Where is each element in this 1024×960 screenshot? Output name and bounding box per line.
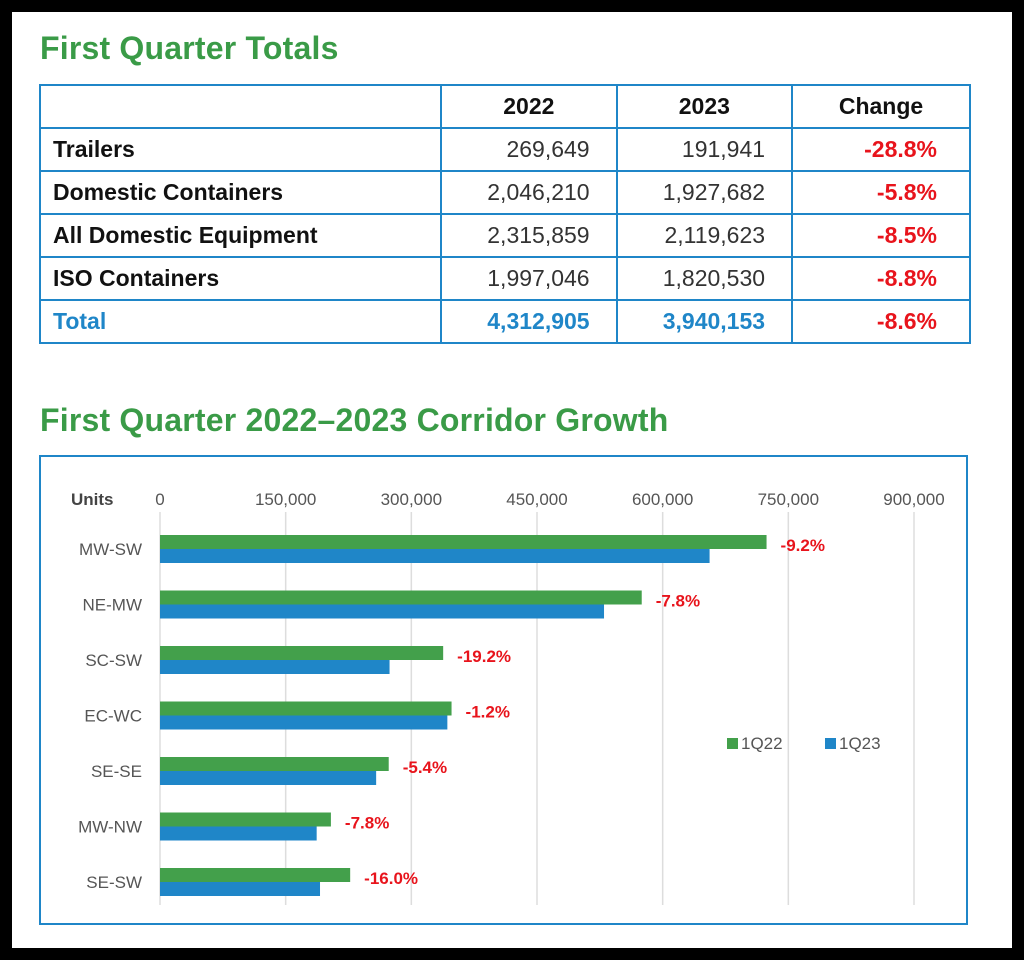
bar-1q22-sc-sw	[160, 646, 444, 660]
legend: 1Q22 1Q23	[727, 734, 881, 753]
first-quarter-totals-table: 2022 2023 Change Trailers 269,649 191,94…	[38, 84, 971, 344]
total-2022: 4,312,905	[440, 299, 618, 344]
bar-1q22-mw-nw	[160, 812, 331, 827]
value-2023: 1,820,530	[615, 256, 794, 301]
chart-title: First Quarter 2022–2023 Corridor Growth	[40, 402, 669, 438]
category-labels: MW-SW NE-MW SC-SW EC-WC SE-SE MW-NW SE-SW	[78, 540, 142, 892]
category-label: EC-WC	[84, 707, 142, 726]
bar-1q22-ne-mw	[160, 590, 642, 605]
category-label: SE-SW	[86, 873, 142, 892]
change-annotation: -5.4%	[403, 758, 447, 777]
corridor-growth-chart: Units 0 150,000 300,000 450,000 600,000 750,0…	[39, 455, 968, 925]
x-tick-label: 450,000	[506, 490, 567, 509]
change-annotation: -16.0%	[364, 869, 418, 888]
header-2022: 2022	[440, 84, 618, 129]
table-row: Trailers 269,649 191,941 -28.8%	[38, 127, 971, 172]
value-2022: 2,046,210	[440, 170, 618, 215]
table-total-row: Total 4,312,905 3,940,153 -8.6%	[38, 299, 971, 344]
bar-1q22-ec-wc	[160, 701, 452, 716]
x-tick-label: 600,000	[632, 490, 693, 509]
header-2023: 2023	[615, 84, 794, 129]
category-label: NE-MW	[83, 596, 142, 615]
totals-title: First Quarter Totals	[40, 30, 339, 66]
total-2023: 3,940,153	[615, 299, 794, 344]
total-change: -8.6%	[791, 299, 971, 344]
x-tick-label: 300,000	[381, 490, 442, 509]
change-annotations: -9.2% -7.8% -19.2% -1.2% -5.4% -7.8% -16.0%	[345, 536, 825, 888]
row-label: Domestic Containers	[38, 170, 443, 215]
value-2023: 1,927,682	[615, 170, 794, 215]
bar-1q22-se-sw	[160, 868, 351, 882]
x-tick-label: 0	[155, 490, 164, 509]
value-change: -5.8%	[791, 170, 971, 215]
bar-1q23-se-se	[160, 771, 377, 785]
legend-label: 1Q23	[839, 734, 881, 753]
category-label: SE-SE	[91, 762, 142, 781]
change-annotation: -7.8%	[345, 814, 389, 833]
category-label: MW-NW	[78, 818, 142, 837]
value-2022: 1,997,046	[440, 256, 618, 301]
x-tick-label: 900,000	[883, 490, 944, 509]
value-2022: 269,649	[440, 127, 618, 172]
x-axis-title: Units	[71, 490, 114, 509]
bar-1q23-sc-sw	[160, 660, 390, 674]
bar-1q22-se-se	[160, 757, 389, 771]
row-label: All Domestic Equipment	[38, 213, 443, 258]
total-label: Total	[38, 299, 443, 344]
category-label: MW-SW	[79, 540, 142, 559]
legend-swatch-1q23	[825, 738, 836, 749]
bar-1q23-mw-sw	[160, 549, 710, 563]
change-annotation: -7.8%	[656, 592, 700, 611]
row-label: ISO Containers	[38, 256, 443, 301]
category-label: SC-SW	[85, 651, 142, 670]
value-change: -8.5%	[791, 213, 971, 258]
legend-swatch-1q22	[727, 738, 738, 749]
bar-1q23-ec-wc	[160, 715, 448, 730]
bar-1q22-mw-sw	[160, 535, 767, 549]
bars	[160, 535, 767, 896]
bar-1q23-mw-nw	[160, 826, 317, 841]
bar-1q23-se-sw	[160, 882, 321, 896]
x-tick-label: 150,000	[255, 490, 316, 509]
x-tick-label: 750,000	[758, 490, 819, 509]
value-2023: 191,941	[615, 127, 794, 172]
value-change: -8.8%	[791, 256, 971, 301]
value-2023: 2,119,623	[615, 213, 794, 258]
row-label: Trailers	[38, 127, 443, 172]
chart-svg: Units 0 150,000 300,000 450,000 600,000 750,0…	[71, 490, 945, 905]
value-change: -28.8%	[791, 127, 971, 172]
x-tick-labels: 0 150,000 300,000 450,000 600,000 750,000 900,…	[155, 490, 944, 509]
change-annotation: -19.2%	[457, 647, 511, 666]
header-change: Change	[791, 84, 971, 129]
bar-1q23-ne-mw	[160, 604, 605, 619]
table-row: All Domestic Equipment 2,315,859 2,119,6…	[38, 213, 971, 258]
value-2022: 2,315,859	[440, 213, 618, 258]
table-header-row: 2022 2023 Change	[38, 84, 971, 129]
header-blank	[38, 84, 443, 129]
legend-label: 1Q22	[741, 734, 783, 753]
change-annotation: -9.2%	[781, 536, 825, 555]
table-row: ISO Containers 1,997,046 1,820,530 -8.8%	[38, 256, 971, 301]
table-row: Domestic Containers 2,046,210 1,927,682 …	[38, 170, 971, 215]
change-annotation: -1.2%	[466, 703, 510, 722]
